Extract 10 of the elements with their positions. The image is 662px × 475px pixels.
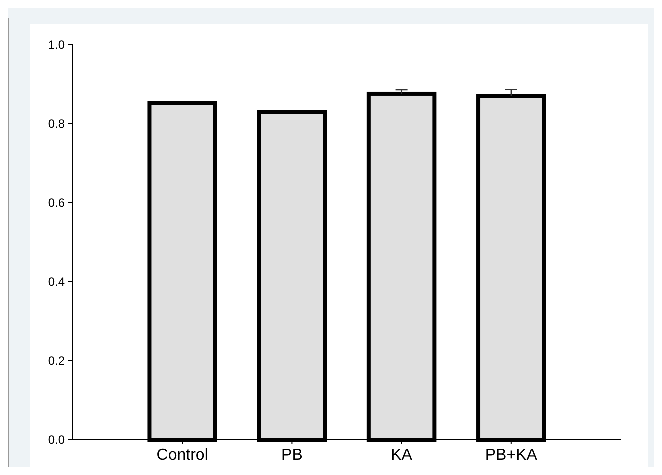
x-tick-label: PB+KA xyxy=(485,447,538,464)
y-tick-label: 0.4 xyxy=(48,275,66,290)
y-tick-label: 0.6 xyxy=(48,196,66,210)
x-tick-label: PB xyxy=(282,447,303,464)
y-tick-label: 0.2 xyxy=(48,354,66,368)
x-tick-label: KA xyxy=(391,447,413,464)
y-tick-label: 1.0 xyxy=(48,38,66,52)
x-tick-label: Control xyxy=(156,447,208,464)
y-tick-label: 0.8 xyxy=(48,117,66,132)
y-tick-label: 0.0 xyxy=(48,433,66,448)
